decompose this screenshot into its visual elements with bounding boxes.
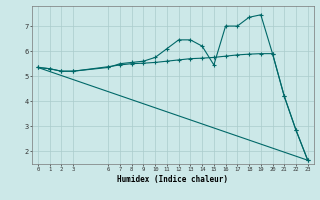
X-axis label: Humidex (Indice chaleur): Humidex (Indice chaleur)	[117, 175, 228, 184]
